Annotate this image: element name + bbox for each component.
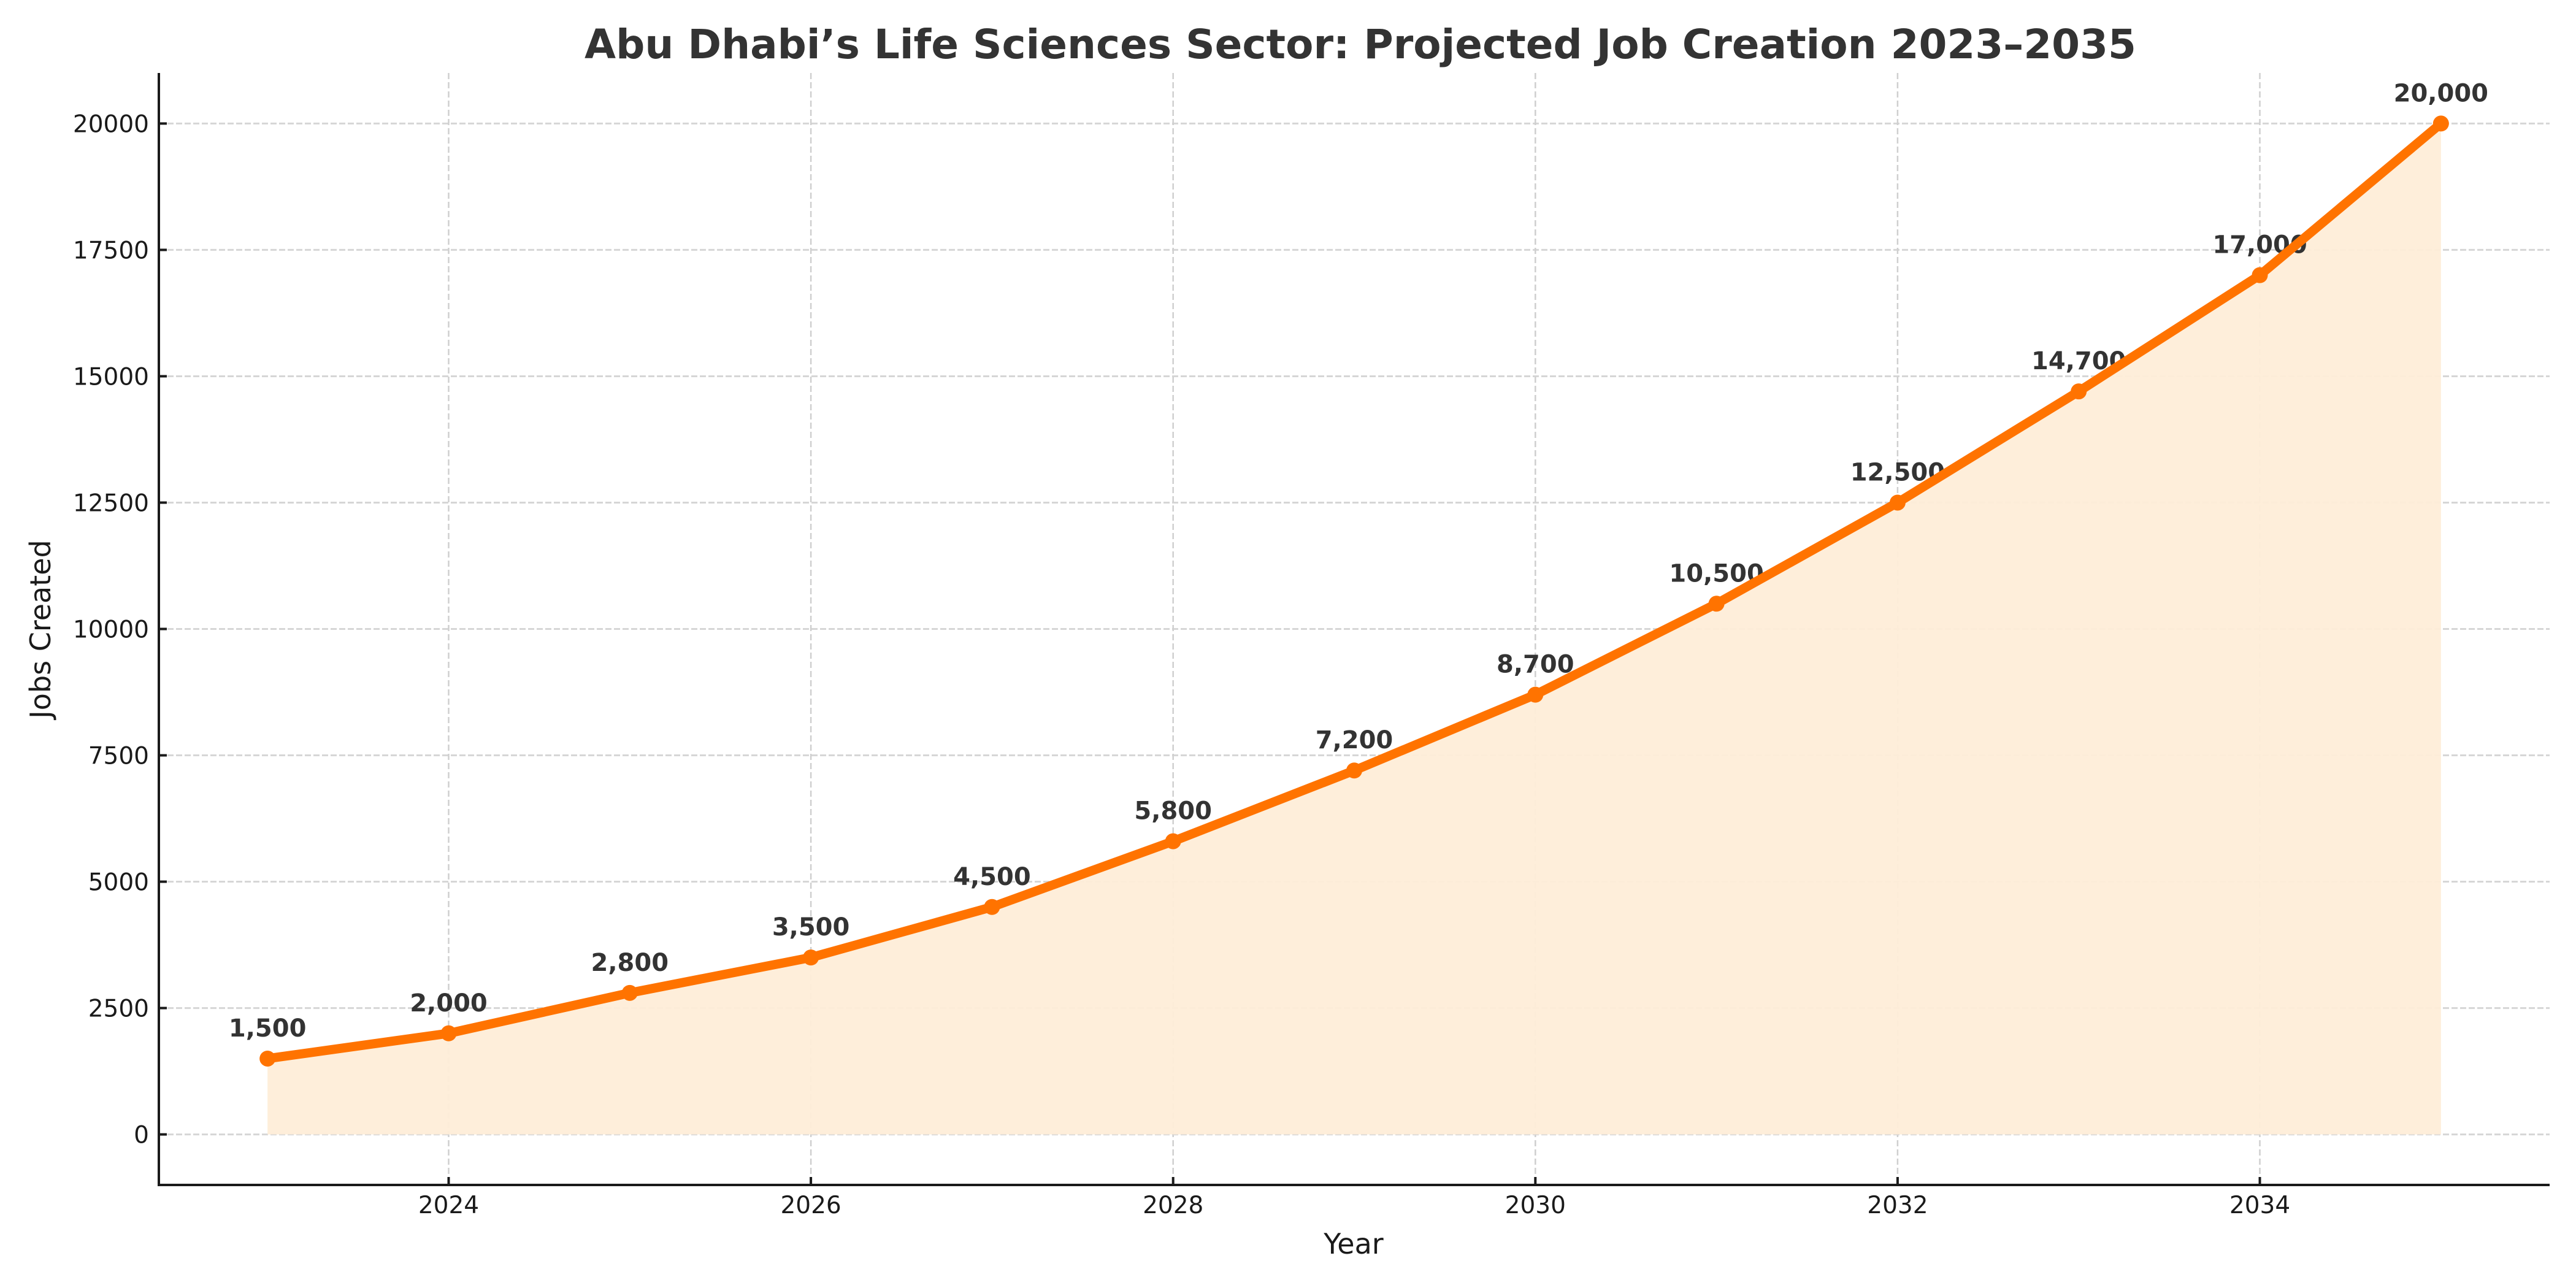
- y-tick-label: 20000: [73, 110, 149, 138]
- chart-title: Abu Dhabi’s Life Sciences Sector: Projec…: [585, 21, 2136, 68]
- data-point: [2071, 383, 2087, 400]
- y-tick-label: 10000: [73, 616, 149, 644]
- y-tick-label: 17500: [73, 237, 149, 264]
- data-point: [259, 1050, 276, 1067]
- x-tick-label: 2024: [418, 1192, 479, 1219]
- x-tick-label: 2026: [780, 1192, 841, 1219]
- data-point: [1708, 596, 1725, 612]
- data-point: [1346, 762, 1362, 779]
- data-label: 2,800: [591, 949, 669, 977]
- area-layer: [267, 123, 2441, 1135]
- data-point: [440, 1025, 457, 1041]
- data-label: 4,500: [953, 863, 1031, 891]
- data-label: 7,200: [1316, 726, 1393, 754]
- data-label: 5,800: [1134, 797, 1212, 826]
- x-tick-label: 2034: [2229, 1192, 2290, 1219]
- y-tick-label: 7500: [88, 743, 149, 770]
- data-label: 3,500: [772, 913, 850, 941]
- y-axis-label: Jobs Created: [24, 540, 57, 721]
- y-tick-label: 2500: [88, 995, 149, 1023]
- line-layer: [259, 115, 2449, 1067]
- axes: [158, 73, 2550, 1186]
- data-point: [1527, 686, 1544, 703]
- y-tick-label: 5000: [88, 869, 149, 897]
- data-point: [2252, 267, 2268, 283]
- data-label: 8,700: [1497, 651, 1574, 679]
- y-tick-label: 0: [134, 1122, 149, 1149]
- y-tick-label: 12500: [73, 489, 149, 517]
- data-point: [2432, 115, 2449, 132]
- data-label: 20,000: [2394, 79, 2488, 107]
- area-fill: [267, 123, 2441, 1135]
- data-label: 2,000: [410, 989, 488, 1018]
- data-labels: 1,500 2,000 2,800 3,500 4,500 5,800 7,200 8,700…: [229, 79, 2488, 1043]
- data-point: [1165, 833, 1181, 849]
- data-point: [621, 984, 638, 1001]
- data-point: [984, 899, 1000, 915]
- y-tick-label: 15000: [73, 363, 149, 391]
- x-tick-label: 2030: [1505, 1192, 1566, 1219]
- x-tick-label: 2032: [1867, 1192, 1928, 1219]
- tick-labels: 0 2500 5000 7500 10000 12500 15000 17500 20000 20…: [73, 110, 2290, 1219]
- x-tick-label: 2028: [1143, 1192, 1203, 1219]
- data-point: [1889, 494, 1906, 511]
- data-point: [803, 949, 819, 966]
- data-label: 1,500: [229, 1014, 307, 1043]
- x-axis-label: Year: [1323, 1227, 1383, 1260]
